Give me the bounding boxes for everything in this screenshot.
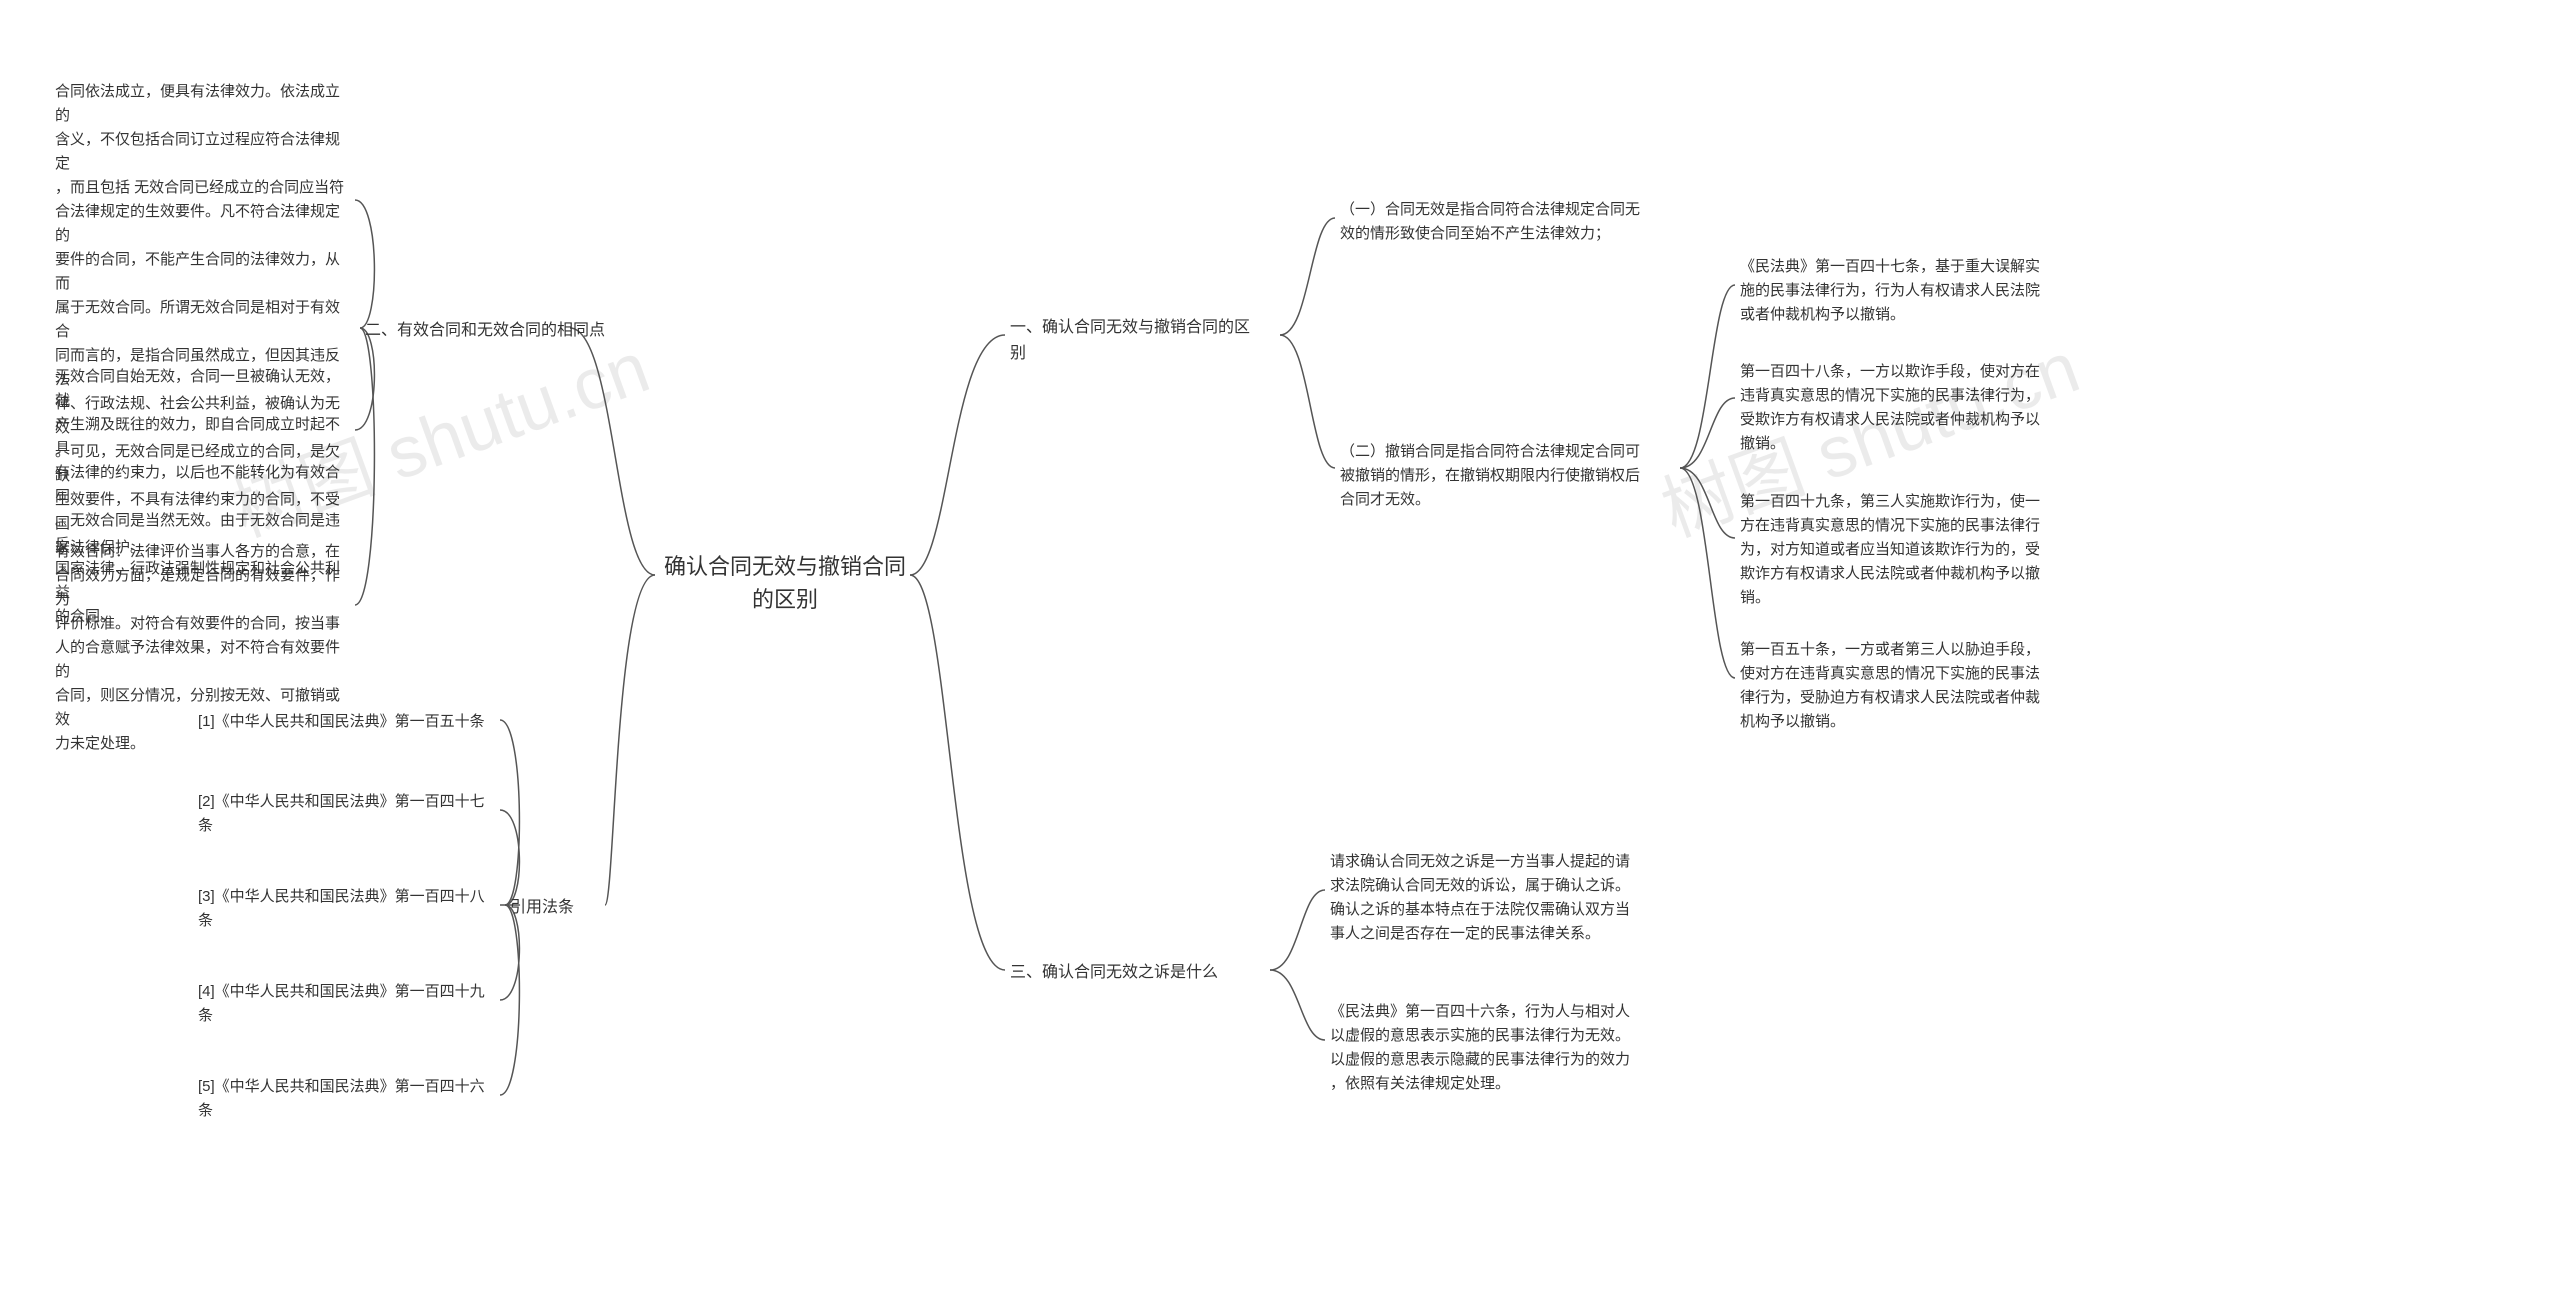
cite-2: [2]《中华人民共和国民法典》第一百四十七 条 (198, 790, 493, 838)
branch-1: 一、确认合同无效与撤销合同的区 别 (1010, 315, 1280, 366)
root-node: 确认合同无效与撤销合同 的区别 (660, 550, 910, 616)
branch-1-child-2: （二）撤销合同是指合同符合法律规定合同可 被撤销的情形，在撤销权期限内行使撤销权… (1340, 440, 1680, 512)
branch-1-child-2-leaf-4: 第一百五十条，一方或者第三人以胁迫手段， 使对方在违背真实意思的情况下实施的民事… (1740, 638, 2080, 734)
branch-1-child-2-leaf-1: 《民法典》第一百四十七条，基于重大误解实 施的民事法律行为，行为人有权请求人民法… (1740, 255, 2080, 327)
branch-1-child-1: （一）合同无效是指合同符合法律规定合同无 效的情形致使合同至始不产生法律效力； (1340, 198, 1680, 246)
branch-3: 三、确认合同无效之诉是什么 (1010, 960, 1270, 986)
cite-5: [5]《中华人民共和国民法典》第一百四十六 条 (198, 1075, 493, 1123)
branch-2: 二、有效合同和无效合同的相同点 (365, 318, 635, 344)
branch-1-child-2-leaf-2: 第一百四十八条，一方以欺诈手段，使对方在 违背真实意思的情况下实施的民事法律行为… (1740, 360, 2080, 456)
branch-3-child-2: 《民法典》第一百四十六条，行为人与相对人 以虚假的意思表示实施的民事法律行为无效… (1330, 1000, 1670, 1096)
root-line2: 的区别 (752, 587, 818, 612)
root-line1: 确认合同无效与撤销合同 (664, 554, 906, 579)
branch-1-child-2-leaf-3: 第一百四十九条，第三人实施欺诈行为，使一 方在违背真实意思的情况下实施的民事法律… (1740, 490, 2080, 610)
branch-cite: 引用法条 (510, 895, 600, 921)
cite-1: [1]《中华人民共和国民法典》第一百五十条 (198, 710, 493, 734)
branch-3-child-1: 请求确认合同无效之诉是一方当事人提起的请 求法院确认合同无效的诉讼，属于确认之诉… (1330, 850, 1670, 946)
cite-3: [3]《中华人民共和国民法典》第一百四十八 条 (198, 885, 493, 933)
cite-4: [4]《中华人民共和国民法典》第一百四十九 条 (198, 980, 493, 1028)
